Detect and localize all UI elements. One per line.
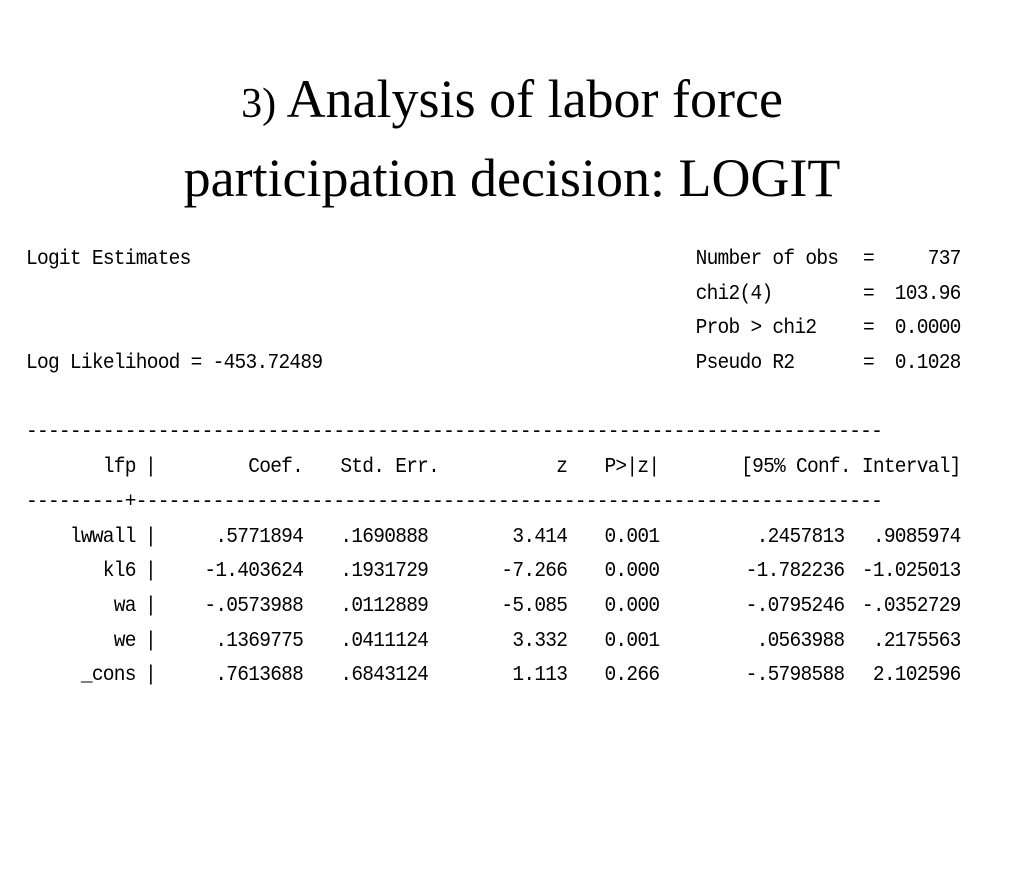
title-line-1-text: Analysis of labor force <box>286 69 783 129</box>
se-value: .6843124 <box>340 664 429 688</box>
stat-value-chi2: 103.96 <box>894 282 962 306</box>
rule-mid: ---------+------------------------------… <box>26 491 900 526</box>
table-row: wa | -.0573988 .0112889 -5.085 0.000 -.0… <box>26 594 962 630</box>
p-value: 0.266 <box>604 664 660 688</box>
ci-low: .0563988 <box>756 629 846 653</box>
col-var: lfp <box>102 456 137 480</box>
ci-high: .9085974 <box>872 525 962 549</box>
var-name: _cons <box>80 664 137 688</box>
coef-value: .7613688 <box>215 664 304 688</box>
ci-high: .2175563 <box>872 629 962 653</box>
z-value: 3.414 <box>512 525 568 549</box>
z-value: 1.113 <box>512 664 568 688</box>
coef-value: -.0573988 <box>204 594 304 618</box>
slide-title: 3) Analysis of labor force participation… <box>0 62 1024 215</box>
col-sep: | <box>145 664 157 688</box>
stat-label-chi2: chi2(4) <box>695 282 774 306</box>
col-ci: [95% Conf. Interval] <box>741 456 961 480</box>
var-name: kl6 <box>102 560 137 584</box>
z-value: 3.332 <box>512 629 568 653</box>
col-sep: | <box>145 525 157 549</box>
z-value: -5.085 <box>501 594 568 618</box>
title-number: 3) <box>241 81 277 127</box>
table-row: lwwall | .5771894 .1690888 3.414 0.001 .… <box>26 525 962 561</box>
col-sep: | <box>145 456 157 480</box>
col-coef: Coef. <box>248 456 304 480</box>
ci-high: -1.025013 <box>861 560 962 584</box>
col-sep: | <box>145 629 157 653</box>
ci-low: -.0795246 <box>745 594 846 618</box>
coef-value: .5771894 <box>215 525 304 549</box>
model-name: Logit Estimates <box>26 248 191 271</box>
stat-label-nobs: Number of obs <box>695 248 839 271</box>
ci-low: .2457813 <box>756 525 846 549</box>
p-value: 0.001 <box>604 525 660 549</box>
stat-eq: = <box>863 352 875 376</box>
title-line-1: 3) Analysis of labor force <box>241 69 783 129</box>
stat-label-r2: Pseudo R2 <box>695 352 796 376</box>
var-name: lwwall <box>69 525 137 549</box>
col-sep: | <box>145 594 157 618</box>
p-value: 0.000 <box>604 594 660 618</box>
log-likelihood: Log Likelihood = -453.72489 <box>26 352 323 376</box>
ci-low: -.5798588 <box>745 664 846 688</box>
header-row-1: Logit Estimates Number of obs = 737 <box>26 248 961 283</box>
se-value: .1690888 <box>340 525 429 549</box>
header-row-4: Log Likelihood = -453.72489 Pseudo R2 = … <box>26 352 961 387</box>
se-value: .0112889 <box>340 594 429 618</box>
stat-value-nobs: 737 <box>927 248 962 271</box>
table-row: _cons | .7613688 .6843124 1.113 0.266 -.… <box>26 664 962 699</box>
stat-eq: = <box>863 282 875 306</box>
col-se: Std. Err. <box>340 456 440 480</box>
col-z: z <box>556 456 568 480</box>
stat-value-prob: 0.0000 <box>894 317 962 341</box>
blank-row <box>26 387 900 422</box>
col-sep: | <box>145 560 157 584</box>
se-value: .0411124 <box>340 629 429 653</box>
title-line-2: participation decision: LOGIT <box>183 148 841 208</box>
z-value: -7.266 <box>501 560 568 584</box>
stat-eq: = <box>863 248 875 271</box>
col-p: P>|z| <box>604 456 660 480</box>
stat-label-prob: Prob > chi2 <box>695 317 817 341</box>
ci-high: 2.102596 <box>872 664 962 688</box>
var-name: we <box>113 629 137 653</box>
var-name: wa <box>113 594 137 618</box>
stat-value-r2: 0.1028 <box>894 352 962 376</box>
p-value: 0.001 <box>604 629 660 653</box>
logit-output: Logit Estimates Number of obs = 737 chi2… <box>26 248 962 699</box>
column-header-row: lfp | Coef. Std. Err. z P>|z| [95% Conf.… <box>26 456 962 491</box>
coef-value: -1.403624 <box>204 560 304 584</box>
header-row-3: Prob > chi2 = 0.0000 <box>26 317 962 352</box>
table-row: we | .1369775 .0411124 3.332 0.001 .0563… <box>26 629 962 665</box>
ci-low: -1.782236 <box>745 560 846 584</box>
p-value: 0.000 <box>604 560 660 584</box>
rule-mid-text: ---------+------------------------------… <box>26 490 883 514</box>
stat-eq: = <box>863 317 875 341</box>
se-value: .1931729 <box>340 560 429 584</box>
coef-value: .1369775 <box>215 629 304 653</box>
rule-top-text: ----------------------------------------… <box>26 421 883 445</box>
header-row-2: chi2(4) = 103.96 <box>26 282 962 318</box>
rule-top: ----------------------------------------… <box>26 421 900 456</box>
table-row: kl6 | -1.403624 .1931729 -7.266 0.000 -1… <box>26 560 962 595</box>
ci-high: -.0352729 <box>861 594 962 618</box>
